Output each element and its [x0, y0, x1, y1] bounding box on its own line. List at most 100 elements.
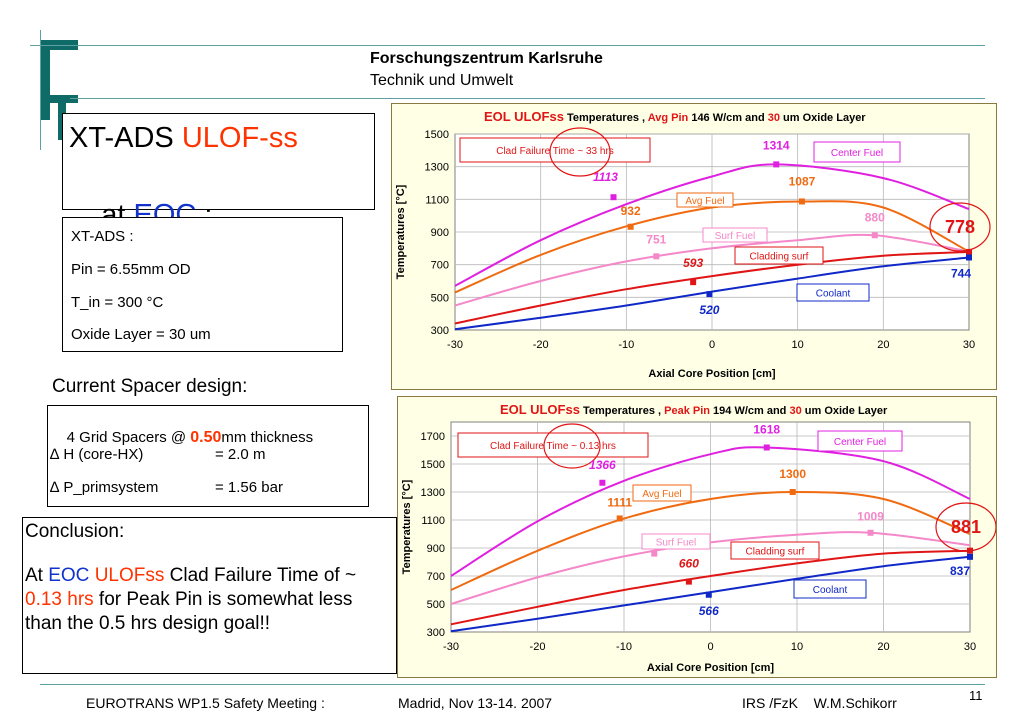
series-marker-avg: [627, 223, 634, 230]
legend-label-surf: Surf Fuel: [656, 538, 697, 549]
y-tick-label: 300: [427, 627, 445, 639]
legend-label-clad: Cladding surf: [746, 547, 805, 558]
y-tick-label: 1500: [425, 129, 449, 141]
chart-title-part: EOL ULOFss: [500, 402, 580, 417]
data-label-surf: 1009: [857, 510, 884, 524]
data-label-avg: 1111: [607, 495, 632, 509]
param-tin: T_in = 300 °C: [71, 294, 164, 311]
legend-box-surf: [702, 227, 768, 243]
series-marker-cool: [706, 291, 713, 298]
y-tick-label: 500: [431, 292, 449, 304]
chart-title-part: EOL ULOFss: [484, 109, 564, 124]
y-axis-label: Temperatures [°C]: [395, 184, 407, 279]
data-label-cool: 520: [699, 303, 719, 317]
spacer-dp-value: = 1.56 bar: [215, 479, 283, 496]
legend-box-center: [813, 141, 901, 163]
header-rule: [70, 98, 985, 99]
chart-peak-pin: 300 500 700 900 1100 1300 1500 1700 -30 -20 -10 0 10…: [397, 396, 997, 678]
chart-title: EOL ULOFss Temperatures , Peak Pin 194 W…: [500, 402, 888, 417]
spacer-thickness: 0.50: [190, 429, 222, 446]
conclusion-heading: Conclusion:: [25, 521, 125, 542]
title-colon: :: [196, 199, 213, 231]
chart-title-part: Temperatures ,: [580, 405, 664, 417]
clad-failure-text: Clad Failure Time ~ 33 hrs: [496, 146, 614, 157]
legend-box-clad: [730, 541, 820, 560]
series-marker-surf: [871, 232, 878, 239]
series-marker-clad: [966, 248, 972, 255]
spacer-thickness-unit: mm thickness: [221, 429, 314, 446]
corner-bracket-vertical-top: [40, 40, 50, 120]
y-tick-label: 900: [431, 227, 449, 239]
conclusion-text: At EOC ULOFss Clad Failure Time of ~ 0.1…: [25, 564, 393, 636]
spacer-grid-label: 4 Grid Spacers @: [66, 429, 191, 446]
y-tick-label: 1300: [425, 162, 449, 174]
series-line-avg: [450, 490, 971, 591]
legend-label-avg: Avg Fuel: [642, 489, 681, 500]
data-label-clad: 881: [951, 517, 981, 537]
spacer-dh-label: ∆ H (core-HX): [50, 446, 144, 463]
title-xtads: XT-ADS: [69, 122, 182, 154]
chart-title-part: 30: [789, 405, 801, 417]
chart-title-part: um Oxide Layer: [802, 405, 888, 417]
data-label-clad: 778: [945, 217, 975, 237]
y-tick-label: 1100: [421, 515, 445, 527]
data-label-surf: 751: [646, 232, 666, 246]
clad-failure-circle: [549, 127, 611, 177]
series-marker-avg: [616, 515, 623, 522]
x-tick-label: 10: [791, 641, 803, 653]
y-tick-label: 1300: [421, 487, 445, 499]
legend-label-clad: Cladding surf: [750, 252, 809, 263]
spacer-dp-label: ∆ P_primsystem: [50, 479, 159, 496]
series-marker-cool: [966, 254, 972, 261]
x-tick-label: 20: [877, 339, 889, 351]
data-label-avg: 1300: [779, 467, 806, 481]
y-tick-label: 1100: [425, 194, 449, 206]
x-tick-label: 0: [707, 641, 713, 653]
footer-author: IRS /FzK W.M.Schikorr: [742, 695, 897, 711]
series-marker-clad: [685, 578, 692, 585]
x-tick-label: -30: [447, 339, 463, 351]
chart-title-part: 194 W/cm and: [710, 405, 789, 417]
data-label-center: 1113: [593, 170, 618, 184]
spacer-row-dh: ∆ H (core-HX) = 2.0 m: [50, 446, 350, 463]
series-marker-center: [773, 161, 780, 168]
footer-location: Madrid, Nov 13-14. 2007: [398, 695, 553, 711]
series-marker-clad: [690, 279, 697, 286]
data-label-cool: 837: [950, 564, 970, 578]
data-label-center: 1618: [753, 422, 780, 436]
side-rule: [40, 30, 41, 150]
series-marker-avg: [798, 198, 805, 205]
param-pin: Pin = 6.55mm OD: [71, 261, 191, 278]
legend-box-avg: [676, 192, 734, 208]
data-label-cool: 566: [699, 604, 719, 618]
data-label-clad: 660: [679, 557, 699, 571]
series-marker-cool: [967, 553, 973, 560]
legend-box-cool: [793, 579, 867, 599]
x-tick-label: -20: [530, 641, 546, 653]
footer-rule: [40, 684, 985, 685]
series-marker-cool: [705, 591, 712, 598]
data-label-avg: 1087: [789, 174, 816, 188]
legend-box-center: [817, 430, 903, 452]
legend-label-center: Center Fuel: [831, 148, 883, 159]
legend-label-avg: Avg Fuel: [685, 196, 724, 207]
chart-title-part: Avg Pin: [648, 112, 689, 124]
data-label-clad: 593: [683, 256, 703, 270]
page-number: 11: [969, 688, 983, 703]
series-marker-surf: [867, 529, 874, 536]
series-marker-center: [763, 444, 770, 451]
series-marker-surf: [651, 550, 658, 557]
x-tick-label: 20: [877, 641, 889, 653]
x-tick-label: 30: [963, 339, 975, 351]
x-tick-label: 30: [964, 641, 976, 653]
y-tick-label: 900: [427, 543, 445, 555]
spacer-row-dp: ∆ P_primsystem = 1.56 bar: [50, 479, 350, 496]
x-tick-label: -10: [616, 641, 632, 653]
series-line-clad: [450, 549, 971, 626]
y-tick-label: 700: [431, 260, 449, 272]
chart-title-part: Peak Pin: [664, 405, 710, 417]
param-reactor: XT-ADS :: [71, 228, 134, 245]
data-label-center: 1366: [589, 458, 616, 472]
org-name: Forschungszentrum Karlsruhe: [370, 50, 603, 67]
title-ulof: ULOF-ss: [181, 122, 298, 154]
